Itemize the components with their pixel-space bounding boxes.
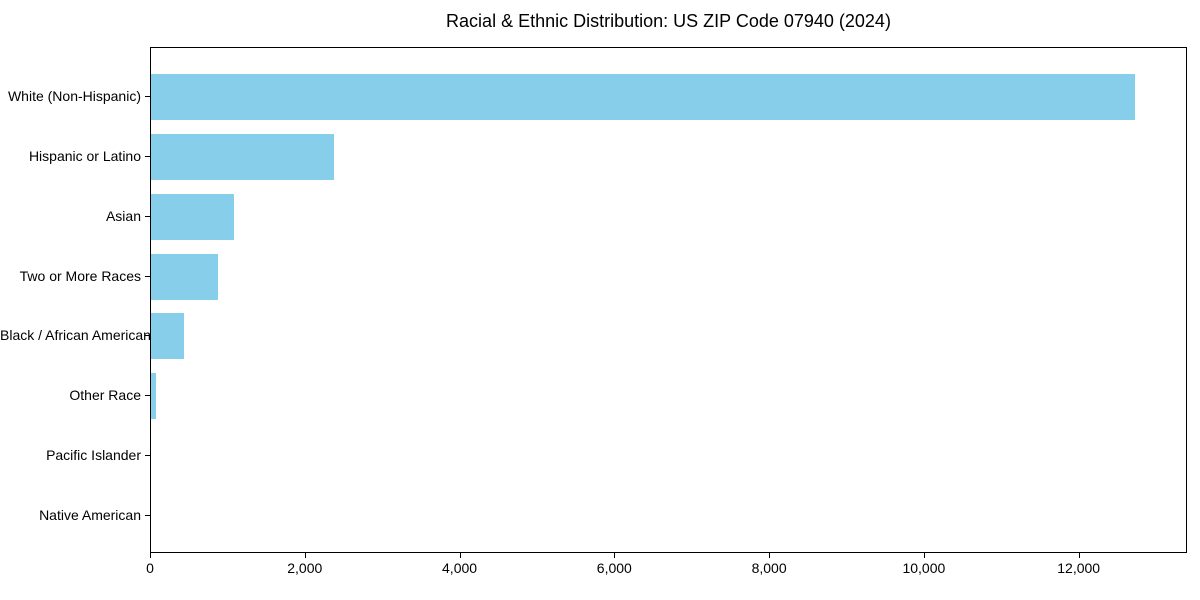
bar-black-african-american <box>151 313 185 360</box>
bar-white-non-hispanic <box>151 73 1136 120</box>
bar-two-or-more-races <box>151 253 219 300</box>
y-tick-label: Asian <box>105 207 141 224</box>
y-tick-mark <box>145 95 150 97</box>
bar-row <box>151 313 1186 360</box>
x-tick-mark <box>304 553 306 558</box>
y-tick-mark <box>145 515 150 517</box>
y-tick-label: White (Non-Hispanic) <box>7 87 141 104</box>
x-tick-label: 0 <box>146 560 154 576</box>
y-tick-label: Pacific Islander <box>46 447 141 464</box>
y-tick-label: Hispanic or Latino <box>28 147 141 164</box>
x-tick-label: 4,000 <box>442 560 478 576</box>
x-tick-mark <box>459 553 461 558</box>
y-tick-mark <box>145 215 150 217</box>
x-tick-mark <box>923 553 925 558</box>
y-tick-label: Native American <box>39 507 141 524</box>
bar-row <box>151 253 1186 300</box>
bar-row <box>151 73 1186 120</box>
y-tick-mark <box>145 455 150 457</box>
plot-area <box>150 47 1187 553</box>
bar-row <box>151 373 1186 420</box>
bar-row <box>151 193 1186 240</box>
bar-row <box>151 133 1186 180</box>
y-tick-label: Black / African American <box>0 327 151 344</box>
x-tick-mark <box>614 553 616 558</box>
bar-other-race <box>151 373 157 420</box>
bar-asian <box>151 193 235 240</box>
chart-title: Racial & Ethnic Distribution: US ZIP Cod… <box>446 11 891 31</box>
y-tick-label: Other Race <box>69 387 141 404</box>
y-tick-mark <box>145 395 150 397</box>
bar-hispanic-or-latino <box>151 133 335 180</box>
x-tick-label: 8,000 <box>751 560 787 576</box>
y-tick-label: Two or More Races <box>19 267 141 284</box>
x-tick-label: 10,000 <box>902 560 946 576</box>
x-tick-label: 6,000 <box>596 560 632 576</box>
x-tick-mark <box>150 553 151 558</box>
y-tick-mark <box>145 155 150 157</box>
x-tick-label: 12,000 <box>1057 560 1101 576</box>
x-tick-mark <box>1078 553 1080 558</box>
y-tick-mark <box>145 335 150 337</box>
x-tick-mark <box>769 553 771 558</box>
x-tick-label: 2,000 <box>287 560 323 576</box>
y-tick-mark <box>145 275 150 277</box>
